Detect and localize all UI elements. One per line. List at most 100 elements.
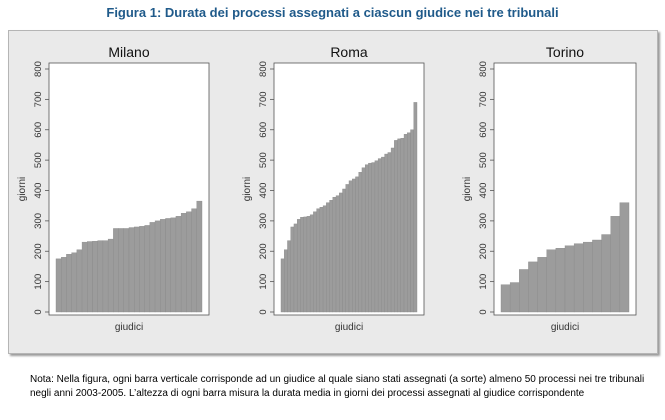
y-tick-label: 100 [258,274,269,290]
bar [381,156,385,313]
bar [537,257,547,313]
bar [397,138,402,313]
bar [400,138,405,313]
bar [293,223,298,313]
bar [165,218,171,313]
bar [66,254,72,313]
bar [102,240,109,313]
bar [97,240,104,313]
bar [394,140,398,313]
bar [71,252,78,313]
y-tick-label: 0 [258,309,269,314]
bar [306,216,311,313]
bar [352,178,356,313]
bar [92,241,98,313]
bar [313,211,317,313]
chart-milano: Milano 0 100 200 300 400 500 600 700 800 giorni giu… [17,44,210,333]
bar [342,188,346,313]
bar [528,261,538,313]
bar [403,134,408,313]
y-tick-label: 100 [33,274,44,290]
y-tick-label: 600 [258,122,269,138]
bar [303,216,308,313]
bar [519,269,529,313]
bar [573,243,584,313]
bar [76,249,83,313]
bar [322,205,327,313]
bar [335,195,340,313]
bar [413,102,418,313]
bar [139,226,145,313]
y-tick-label: 0 [33,309,44,314]
bar [316,208,321,313]
bar [390,147,395,313]
bar [358,172,363,313]
bar [361,167,366,313]
bar [149,222,156,313]
bar [329,200,334,313]
bar [180,213,187,313]
y-tick-label: 300 [33,213,44,229]
bar [81,241,88,313]
y-tick-label: 400 [478,183,489,199]
bar [61,257,67,313]
bar [287,240,291,313]
bar [319,207,324,313]
bar [355,176,359,313]
y-tick-label: 300 [478,213,489,229]
y-axis-label: giorni [17,177,28,201]
figure-frame: Milano 0 100 200 300 400 500 600 700 800 giorni giu… [8,30,658,354]
bar [175,216,182,313]
bar [619,202,630,313]
charts-svg: Milano 0 100 200 300 400 500 600 700 800 giorni giu… [17,44,637,333]
bar [191,208,197,313]
bar [564,245,575,313]
bar [296,219,301,313]
bar [170,217,177,313]
y-tick-label: 100 [478,274,489,290]
y-tick-label: 500 [478,152,489,168]
bar [128,227,135,313]
bar [410,129,414,313]
y-axis-label: giorni [242,177,253,201]
bar [309,214,314,313]
y-tick-label: 800 [258,61,269,77]
y-tick-label: 200 [258,243,269,259]
bar [374,160,379,313]
figure-note: Nota: Nella figura, ogni barra verticale… [30,374,645,399]
bar [87,241,93,313]
y-tick-label: 300 [258,213,269,229]
figure-title: Figura 1: Durata dei processi assegnati … [106,5,559,20]
y-tick-label: 200 [33,243,44,259]
bar [377,158,382,313]
chart-torino: Torino 0 100 200 300 400 500 600 700 800 giorni giu… [462,44,637,333]
x-axis-label: giudici [335,322,363,333]
bar [300,217,304,313]
chart-title: Roma [330,44,368,60]
bar [500,284,511,313]
bar [592,239,602,313]
bar [118,228,124,313]
chart-roma: Roma 0 100 200 300 400 500 600 700 800 giorni giudi… [242,44,425,333]
bar [555,248,566,313]
y-tick-label: 400 [33,183,44,199]
y-tick-label: 600 [33,122,44,138]
bar [160,219,166,313]
bar [610,216,621,313]
y-tick-label: 600 [478,122,489,138]
chart-title: Milano [108,44,149,60]
bar [326,202,330,313]
bar [154,220,161,313]
bar [107,238,114,313]
y-tick-label: 800 [33,61,44,77]
bar [348,180,353,313]
y-tick-label: 700 [33,91,44,107]
bar [509,282,520,313]
bar [339,192,343,313]
bar [364,164,369,313]
y-tick-label: 700 [478,91,489,107]
bar [368,162,372,313]
bar [113,228,119,313]
x-axis-label: giudici [551,322,579,333]
chart-title: Torino [546,44,584,60]
